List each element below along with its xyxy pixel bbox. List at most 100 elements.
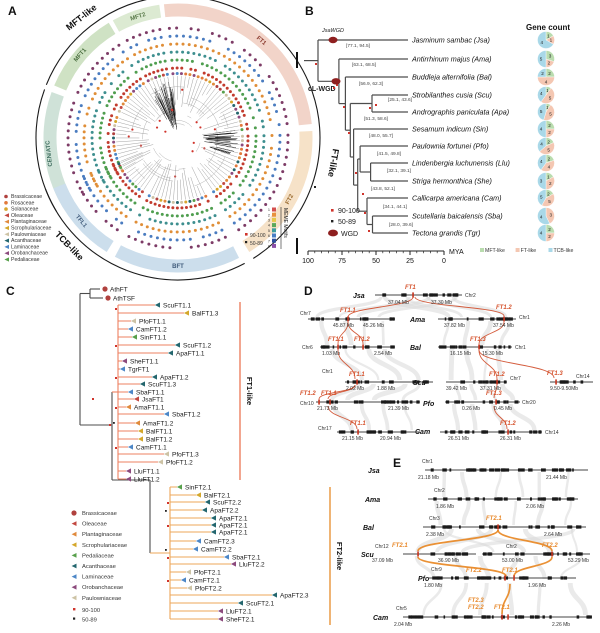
mb-position-label: 1.88 Mb xyxy=(377,386,395,392)
family-triangle-icon xyxy=(217,608,223,614)
ft-gene-tick xyxy=(412,292,414,298)
legend-family-label: Scrophulariaceae xyxy=(82,543,127,549)
gene-block xyxy=(353,400,359,404)
species-label: Andrographis paniculata (Apa) xyxy=(411,108,509,117)
gene-block xyxy=(516,497,521,501)
gene-block xyxy=(508,345,511,349)
gene-block xyxy=(430,552,436,556)
gene-block xyxy=(498,576,502,580)
chromosome-label: Chr1 xyxy=(422,459,433,465)
gene-block xyxy=(416,400,420,404)
family-triangle-icon xyxy=(204,499,210,505)
ft-gene-label: FT1.1 xyxy=(350,421,366,427)
gene-block xyxy=(490,317,495,321)
ft-gene-tick xyxy=(417,551,419,557)
gene-block xyxy=(378,430,382,434)
gene-block xyxy=(550,615,552,619)
gene-block xyxy=(342,345,348,349)
gene-block xyxy=(490,380,496,384)
gene-block xyxy=(498,525,501,529)
gene-block xyxy=(451,576,454,580)
mb-position-label: 2.54 Mb xyxy=(374,351,392,357)
meme-motif-number: 5 xyxy=(268,229,270,233)
support-legend-label: 50-89 xyxy=(250,241,263,247)
mb-position-label: 1.96 Mb xyxy=(528,583,546,589)
meme-motif-swatch xyxy=(272,212,276,217)
gene-leaf-label: PfoFT1.3 xyxy=(172,451,199,458)
gene-count-pie-slice xyxy=(537,172,547,190)
gene-count-value: 4 xyxy=(540,91,543,96)
gene-block xyxy=(567,525,573,529)
gene-block xyxy=(493,345,497,349)
wgd-legend-label: WGD xyxy=(341,231,358,238)
gene-block xyxy=(315,317,321,321)
gene-count-value: 2 xyxy=(548,123,551,128)
gene-block xyxy=(371,430,376,434)
gene-block xyxy=(493,576,496,580)
support-legend-label: 50-89 xyxy=(338,219,356,226)
mb-position-label: 1.86 Mb xyxy=(436,504,454,510)
gene-block xyxy=(517,615,522,619)
species-label: Buddleja alternifolia (Bal) xyxy=(412,73,492,82)
gene-leaf-label: LluFT2.1 xyxy=(226,608,252,615)
gene-count-pie-slice xyxy=(537,86,547,103)
legend-family-label: Scrophulariaceae xyxy=(11,226,51,232)
legend-family-label: Paulowniaceae xyxy=(82,596,121,602)
gene-block xyxy=(433,497,436,501)
gene-block xyxy=(474,497,480,501)
ft-gene-tick xyxy=(504,575,506,581)
gene-count-value: 2 xyxy=(548,130,551,135)
gene-block xyxy=(451,615,455,619)
mb-position-label: 45.87 Mb xyxy=(333,323,354,329)
gene-block xyxy=(377,345,382,349)
species-label: Striga hermonthica (She) xyxy=(412,177,492,186)
gene-block xyxy=(358,400,363,404)
gene-block xyxy=(324,345,330,349)
ft-gene-label: FT2.1 xyxy=(392,543,408,549)
ft-gene-tick xyxy=(347,316,349,322)
family-triangle-icon xyxy=(210,522,216,528)
gene-block xyxy=(446,525,451,529)
synteny-species-label: Pfo xyxy=(423,401,435,408)
gene-leaf-label: ApaFT2.2 xyxy=(210,507,239,514)
mb-position-label: 37.09 Mb xyxy=(372,558,393,564)
gene-block xyxy=(482,497,485,501)
gene-block xyxy=(566,497,571,501)
mb-position-label: 0.45 Mb xyxy=(494,406,512,412)
ft-gene-tick xyxy=(318,399,320,405)
gene-count-pie-slice xyxy=(539,142,555,155)
chromosome-label: Chr3 xyxy=(429,516,440,522)
gene-leaf-label: SinFT1.1 xyxy=(140,334,167,341)
mb-position-label: 16.15 Mb xyxy=(450,351,471,357)
gene-block xyxy=(429,293,435,297)
gene-block xyxy=(448,552,452,556)
mb-position-label: 37.30 Mb xyxy=(431,300,452,306)
synteny-species-label: Pfo xyxy=(418,576,430,583)
gene-block xyxy=(455,552,458,556)
gene-count-value: 4 xyxy=(540,215,543,220)
panel-e-label: E xyxy=(393,456,402,470)
family-triangle-icon xyxy=(133,396,139,402)
gene-block xyxy=(449,345,456,349)
gene-leaf-label: SheFT1.1 xyxy=(130,358,159,365)
wgd-ellipse-icon xyxy=(331,78,341,85)
gene-block xyxy=(533,430,538,434)
gene-block xyxy=(440,345,447,349)
species-label: Sesamum indicum (Sin) xyxy=(412,125,488,134)
ft-gene-tick xyxy=(497,524,499,530)
family-dot-icon xyxy=(4,194,8,199)
gene-block xyxy=(389,380,394,384)
gene-block xyxy=(422,380,427,384)
gene-block xyxy=(353,345,356,349)
legend-family-label: Laminaceae xyxy=(11,244,39,250)
gene-block xyxy=(481,576,487,580)
gene-block xyxy=(444,317,447,321)
mb-position-label: 2.38 Mb xyxy=(426,532,444,538)
gene-block xyxy=(381,380,385,384)
legend-family-label: Plantaginaceae xyxy=(11,219,47,225)
gene-count-pie-slice xyxy=(537,68,547,78)
gene-block xyxy=(484,615,487,619)
gene-leaf-label: BalFT1.1 xyxy=(146,428,173,435)
family-triangle-icon xyxy=(71,521,77,526)
gene-count-value: 3 xyxy=(540,179,543,184)
